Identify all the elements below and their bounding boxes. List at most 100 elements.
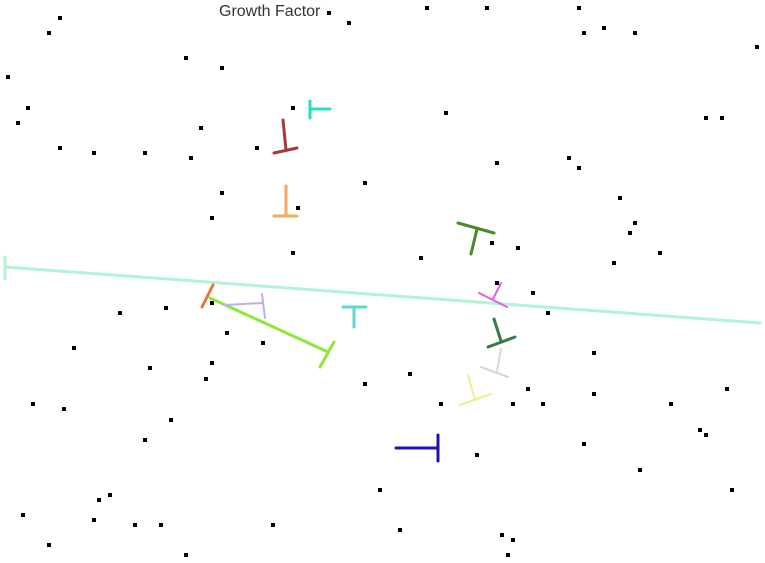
scatter-dot bbox=[602, 26, 606, 30]
darkgreen-glyph-bar bbox=[486, 335, 517, 349]
lavender-glyph-bar bbox=[261, 293, 266, 319]
scatter-dot bbox=[225, 331, 229, 335]
scatter-dot bbox=[62, 407, 66, 411]
scatter-dot bbox=[291, 106, 295, 110]
scatter-dot bbox=[6, 75, 10, 79]
olive-glyph-stem bbox=[469, 227, 479, 256]
scatter-dot bbox=[506, 553, 510, 557]
scatter-dot bbox=[210, 361, 214, 365]
scatter-dot bbox=[169, 418, 173, 422]
scatter-dot bbox=[92, 518, 96, 522]
scatter-dot bbox=[704, 433, 708, 437]
darkgreen-glyph-stem bbox=[492, 317, 503, 343]
scatter-dot bbox=[577, 166, 581, 170]
maroon-glyph-bar bbox=[272, 146, 299, 155]
scatter-dot bbox=[531, 291, 535, 295]
long-line bbox=[3, 265, 762, 325]
scatter-dot bbox=[704, 116, 708, 120]
scatter-dot bbox=[271, 523, 275, 527]
yellow-glyph-stem bbox=[467, 374, 476, 401]
scatter-dot bbox=[16, 121, 20, 125]
scatter-dot bbox=[291, 251, 295, 255]
scatter-dot bbox=[210, 216, 214, 220]
pale-glyph-stem bbox=[496, 348, 502, 372]
scatter-dot bbox=[526, 387, 530, 391]
scatter-dot bbox=[725, 387, 729, 391]
scatter-dot bbox=[516, 246, 520, 250]
scatter-dot bbox=[730, 488, 734, 492]
yellow-glyph-bar bbox=[459, 393, 492, 406]
scatter-dot bbox=[582, 31, 586, 35]
scatter-dot bbox=[475, 453, 479, 457]
scatter-dot bbox=[638, 468, 642, 472]
scatter-dot bbox=[199, 126, 203, 130]
scatter-dot bbox=[577, 6, 581, 10]
scatter-dot bbox=[444, 111, 448, 115]
scatter-dot bbox=[612, 261, 616, 265]
scatter-dot bbox=[220, 66, 224, 70]
scatter-dot bbox=[327, 11, 331, 15]
magenta-glyph-stem bbox=[492, 282, 502, 300]
scatter-dot bbox=[633, 221, 637, 225]
scatter-dot bbox=[541, 402, 545, 406]
scatter-dot bbox=[378, 488, 382, 492]
scatter-dot bbox=[500, 533, 504, 537]
page-title: Growth Factor bbox=[219, 3, 321, 20]
scatter-dot bbox=[658, 251, 662, 255]
scatter-dot bbox=[567, 156, 571, 160]
scatter-dot bbox=[184, 553, 188, 557]
scatter-dot bbox=[108, 493, 112, 497]
scatter-dot bbox=[164, 306, 168, 310]
maroon-glyph-stem bbox=[281, 118, 288, 152]
scatter-dot bbox=[220, 191, 224, 195]
scatter-dot bbox=[58, 146, 62, 150]
scatter-dot bbox=[419, 256, 423, 260]
scatter-dot bbox=[255, 146, 259, 150]
scatter-dot bbox=[592, 351, 596, 355]
scatter-dot bbox=[582, 442, 586, 446]
scatter-dot bbox=[485, 6, 489, 10]
scatter-dot bbox=[628, 231, 632, 235]
scatter-dot bbox=[143, 438, 147, 442]
scatter-dot bbox=[97, 498, 101, 502]
scatter-dot bbox=[204, 377, 208, 381]
scatter-dot bbox=[618, 196, 622, 200]
scatter-dot bbox=[31, 402, 35, 406]
scatter-dot bbox=[92, 151, 96, 155]
scatter-dot bbox=[408, 372, 412, 376]
scatter-dot bbox=[210, 301, 214, 305]
lavender-glyph-stem bbox=[223, 302, 264, 306]
scatter-dot bbox=[755, 45, 759, 49]
scatter-dot bbox=[133, 523, 137, 527]
pale-glyph-bar bbox=[480, 366, 509, 378]
scatter-dot bbox=[189, 156, 193, 160]
scatter-dot bbox=[490, 241, 494, 245]
scatter-dot bbox=[698, 428, 702, 432]
scatter-dot bbox=[633, 31, 637, 35]
lime-segment bbox=[208, 296, 330, 354]
scatter-dot bbox=[425, 6, 429, 10]
scatter-dot bbox=[148, 366, 152, 370]
scatter-dot bbox=[495, 281, 499, 285]
scatter-dot bbox=[398, 528, 402, 532]
scatter-dot bbox=[159, 523, 163, 527]
scatter-dot bbox=[21, 513, 25, 517]
scatter-dot bbox=[347, 21, 351, 25]
scatter-dot bbox=[546, 311, 550, 315]
scatter-dot bbox=[363, 181, 367, 185]
scatter-dot bbox=[495, 161, 499, 165]
scatter-dot bbox=[118, 311, 122, 315]
scatter-dot bbox=[592, 392, 596, 396]
scatter-dot bbox=[511, 402, 515, 406]
scatter-dot bbox=[58, 16, 62, 20]
scatter-dot bbox=[72, 346, 76, 350]
scatter-dot bbox=[261, 341, 265, 345]
scatter-dot bbox=[47, 31, 51, 35]
scatter-dot bbox=[439, 402, 443, 406]
scatter-dot bbox=[143, 151, 147, 155]
scatter-dot bbox=[720, 116, 724, 120]
scatter-dot bbox=[669, 402, 673, 406]
scatter-dot bbox=[363, 382, 367, 386]
